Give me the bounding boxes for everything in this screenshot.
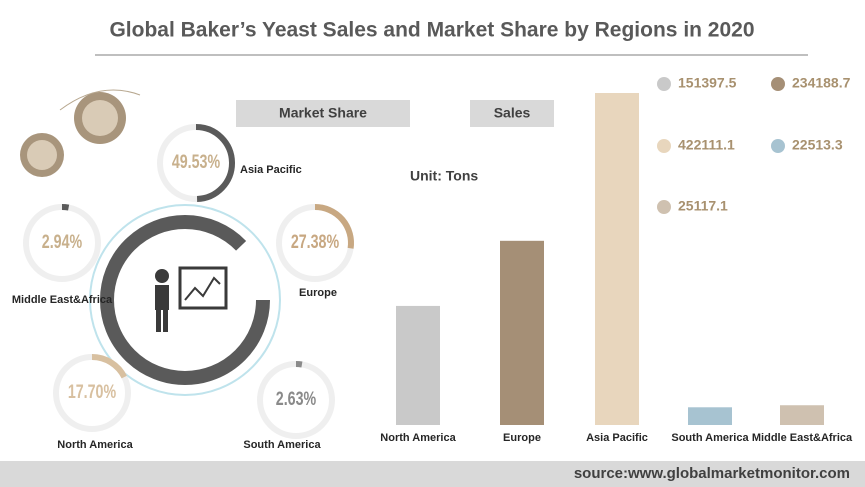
bar (780, 405, 824, 425)
bar (688, 407, 732, 425)
donut-arc (195, 124, 235, 202)
unit-label: Unit: Tons (410, 168, 478, 184)
share-label: Middle East&Africa (12, 294, 113, 306)
legend-marker (657, 77, 671, 91)
sales-header (470, 100, 554, 127)
share-title: Market Share (279, 105, 367, 121)
legend-value: 25117.1 (678, 198, 728, 214)
legend-value: 234188.7 (792, 75, 851, 91)
donut-arc (314, 204, 354, 249)
share-value: 17.70% (68, 381, 116, 402)
legend-marker (771, 139, 785, 153)
ring (100, 215, 270, 385)
share-label: Europe (299, 287, 337, 299)
legend-value: 422111.1 (678, 137, 735, 153)
bar (396, 305, 440, 425)
x-tick-label: Middle East&Africa (752, 432, 853, 444)
ring-outline (89, 204, 281, 396)
x-tick-label: Asia Pacific (586, 432, 648, 444)
share-label: North America (57, 439, 133, 451)
share-label: South America (243, 439, 321, 451)
x-tick-label: North America (380, 432, 456, 444)
bar (500, 240, 544, 425)
share-header (236, 100, 410, 127)
sales-title: Sales (494, 105, 531, 121)
legend-value: 22513.3 (792, 137, 843, 153)
legend-marker (657, 200, 671, 214)
share-value: 27.38% (291, 231, 339, 252)
page-title: Global Baker’s Yeast Sales and Market Sh… (109, 19, 754, 42)
presenter-icon (155, 266, 228, 332)
x-tick-label: Europe (503, 432, 541, 444)
source: source:www.globalmarketmonitor.com (574, 465, 850, 482)
share-label: Asia Pacific (240, 164, 302, 176)
footer-bar (0, 461, 865, 487)
share-value: 49.53% (172, 151, 220, 172)
share-value: 2.94% (42, 231, 82, 252)
decoration (20, 89, 141, 177)
x-tick-label: South America (671, 432, 749, 444)
bar (595, 93, 639, 425)
legend-value: 151397.5 (678, 75, 737, 91)
share-value: 2.63% (276, 388, 316, 409)
donut-arc (61, 204, 70, 211)
legend-marker (657, 139, 671, 153)
legend-marker (771, 77, 785, 91)
donut-arc (91, 354, 127, 379)
